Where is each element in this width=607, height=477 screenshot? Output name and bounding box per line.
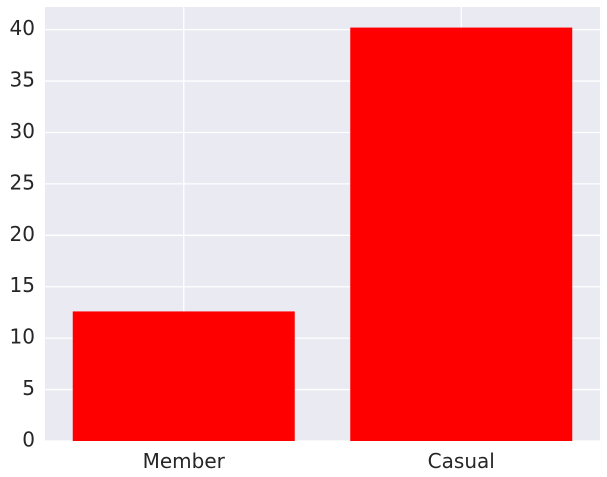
y-tick-label: 5 (22, 376, 35, 400)
bar-member (72, 311, 295, 441)
x-tick-label: Member (143, 449, 226, 473)
y-axis-ticks: 0 5 10 15 20 25 30 35 40 (10, 16, 35, 451)
bars (72, 27, 573, 441)
y-tick-label: 20 (10, 222, 35, 246)
y-tick-label: 35 (10, 68, 35, 92)
y-tick-label: 40 (10, 16, 35, 40)
x-tick-label: Casual (428, 449, 495, 473)
y-tick-label: 0 (22, 428, 35, 452)
x-axis-ticks: Member Casual (143, 449, 495, 473)
y-tick-label: 15 (10, 273, 35, 297)
y-tick-label: 10 (10, 325, 35, 349)
y-tick-label: 25 (10, 170, 35, 194)
y-tick-label: 30 (10, 119, 35, 143)
bar-casual (350, 27, 573, 441)
